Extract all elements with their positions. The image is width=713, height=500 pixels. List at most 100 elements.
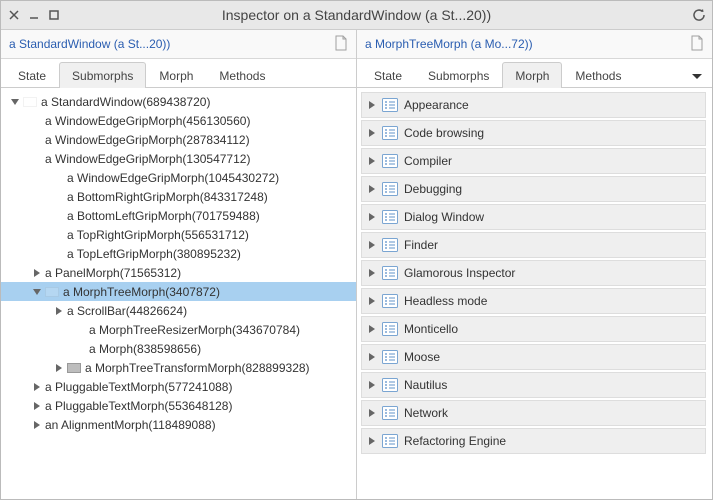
- tree-row-label: a Morph(838598656): [89, 342, 201, 356]
- toggle-placeholder: [53, 248, 65, 260]
- category-row[interactable]: Finder: [361, 232, 706, 258]
- tab-submorphs[interactable]: Submorphs: [415, 62, 502, 88]
- category-row[interactable]: Compiler: [361, 148, 706, 174]
- tree-row[interactable]: a PanelMorph(71565312): [1, 263, 356, 282]
- tree-row[interactable]: a MorphTreeTransformMorph(828899328): [1, 358, 356, 377]
- category-row[interactable]: Glamorous Inspector: [361, 260, 706, 286]
- morph-thumbnail-icon: [23, 97, 37, 107]
- tree-row[interactable]: a BottomRightGripMorph(843317248): [1, 187, 356, 206]
- right-category-list[interactable]: AppearanceCode browsing Compiler Debugging…: [357, 88, 712, 499]
- category-label: Moose: [404, 350, 440, 364]
- tree-row[interactable]: a TopRightGripMorph(556531712): [1, 225, 356, 244]
- toggle-right-icon[interactable]: [31, 381, 43, 393]
- tree-row-label: a WindowEdgeGripMorph(1045430272): [67, 171, 279, 185]
- category-row[interactable]: Moose: [361, 344, 706, 370]
- toggle-placeholder: [53, 210, 65, 222]
- tree-row-label: a WindowEdgeGripMorph(456130560): [45, 114, 250, 128]
- morph-thumbnail-icon: [45, 287, 59, 297]
- tree-row[interactable]: a Morph(838598656): [1, 339, 356, 358]
- toggle-right-icon[interactable]: [366, 99, 378, 111]
- maximize-icon[interactable]: [49, 10, 59, 20]
- tab-methods[interactable]: Methods: [206, 62, 278, 88]
- toggle-right-icon[interactable]: [366, 407, 378, 419]
- tab-morph[interactable]: Morph: [146, 62, 206, 88]
- inspector-window: Inspector on a StandardWindow (a St...20…: [0, 0, 713, 500]
- left-tree[interactable]: a StandardWindow(689438720) a WindowEdgeG…: [1, 88, 356, 499]
- toggle-right-icon[interactable]: [366, 239, 378, 251]
- tree-row[interactable]: a BottomLeftGripMorph(701759488): [1, 206, 356, 225]
- titlebar: Inspector on a StandardWindow (a St...20…: [1, 1, 712, 30]
- left-pane: a StandardWindow (a St...20)) StateSubmo…: [1, 30, 357, 499]
- tree-row[interactable]: a MorphTreeMorph(3407872): [1, 282, 356, 301]
- page-icon[interactable]: [690, 35, 704, 54]
- tree-row[interactable]: a WindowEdgeGripMorph(287834112): [1, 130, 356, 149]
- category-row[interactable]: Appearance: [361, 92, 706, 118]
- toggle-right-icon[interactable]: [53, 362, 65, 374]
- toggle-right-icon[interactable]: [366, 155, 378, 167]
- toggle-right-icon[interactable]: [31, 400, 43, 412]
- tree-row[interactable]: a MorphTreeResizerMorph(343670784): [1, 320, 356, 339]
- tab-state[interactable]: State: [361, 62, 415, 88]
- tree-row[interactable]: a PluggableTextMorph(553648128): [1, 396, 356, 415]
- tree-row-label: a PluggableTextMorph(553648128): [45, 399, 232, 413]
- category-row[interactable]: Network: [361, 400, 706, 426]
- category-icon: [382, 434, 398, 448]
- tab-state[interactable]: State: [5, 62, 59, 88]
- tree-row-label: a MorphTreeTransformMorph(828899328): [85, 361, 310, 375]
- toggle-down-icon[interactable]: [31, 286, 43, 298]
- category-icon: [382, 266, 398, 280]
- tree-row-label: a TopLeftGripMorph(380895232): [67, 247, 241, 261]
- category-row[interactable]: Refactoring Engine: [361, 428, 706, 454]
- tree-row-label: a StandardWindow(689438720): [41, 95, 210, 109]
- toggle-right-icon[interactable]: [53, 305, 65, 317]
- category-row[interactable]: Code browsing: [361, 120, 706, 146]
- close-icon[interactable]: [9, 10, 19, 20]
- toggle-right-icon[interactable]: [366, 295, 378, 307]
- toggle-placeholder: [53, 229, 65, 241]
- category-label: Network: [404, 406, 448, 420]
- toggle-right-icon[interactable]: [366, 379, 378, 391]
- category-icon: [382, 322, 398, 336]
- tab-morph[interactable]: Morph: [502, 62, 562, 88]
- toggle-down-icon[interactable]: [9, 96, 21, 108]
- category-label: Compiler: [404, 154, 452, 168]
- category-row[interactable]: Headless mode: [361, 288, 706, 314]
- category-label: Finder: [404, 238, 438, 252]
- tree-row[interactable]: an AlignmentMorph(118489088): [1, 415, 356, 434]
- tree-row[interactable]: a ScrollBar(44826624): [1, 301, 356, 320]
- tree-row[interactable]: a TopLeftGripMorph(380895232): [1, 244, 356, 263]
- tree-row[interactable]: a WindowEdgeGripMorph(456130560): [1, 111, 356, 130]
- category-row[interactable]: Dialog Window: [361, 204, 706, 230]
- tree-row[interactable]: a WindowEdgeGripMorph(130547712): [1, 149, 356, 168]
- toggle-right-icon[interactable]: [366, 323, 378, 335]
- toggle-right-icon[interactable]: [366, 351, 378, 363]
- tree-row[interactable]: a StandardWindow(689438720): [1, 92, 356, 111]
- toggle-right-icon[interactable]: [366, 435, 378, 447]
- toggle-right-icon[interactable]: [366, 127, 378, 139]
- category-row[interactable]: Monticello: [361, 316, 706, 342]
- category-icon: [382, 294, 398, 308]
- toggle-right-icon[interactable]: [366, 183, 378, 195]
- tab-submorphs[interactable]: Submorphs: [59, 62, 146, 88]
- tree-row-label: a BottomLeftGripMorph(701759488): [67, 209, 260, 223]
- body: a StandardWindow (a St...20)) StateSubmo…: [1, 30, 712, 499]
- page-icon[interactable]: [334, 35, 348, 54]
- tab-menu-icon[interactable]: [686, 65, 708, 87]
- refresh-icon[interactable]: [694, 10, 704, 20]
- tree-row-label: a ScrollBar(44826624): [67, 304, 187, 318]
- tree-row[interactable]: a WindowEdgeGripMorph(1045430272): [1, 168, 356, 187]
- minimize-icon[interactable]: [29, 10, 39, 20]
- category-icon: [382, 126, 398, 140]
- tree-row-label: a MorphTreeResizerMorph(343670784): [89, 323, 300, 337]
- category-row[interactable]: Debugging: [361, 176, 706, 202]
- toggle-right-icon[interactable]: [366, 267, 378, 279]
- toggle-right-icon[interactable]: [366, 211, 378, 223]
- category-row[interactable]: Nautilus: [361, 372, 706, 398]
- tree-row-label: a BottomRightGripMorph(843317248): [67, 190, 268, 204]
- tab-methods[interactable]: Methods: [562, 62, 634, 88]
- toggle-right-icon[interactable]: [31, 419, 43, 431]
- category-icon: [382, 406, 398, 420]
- category-label: Nautilus: [404, 378, 447, 392]
- tree-row[interactable]: a PluggableTextMorph(577241088): [1, 377, 356, 396]
- toggle-right-icon[interactable]: [31, 267, 43, 279]
